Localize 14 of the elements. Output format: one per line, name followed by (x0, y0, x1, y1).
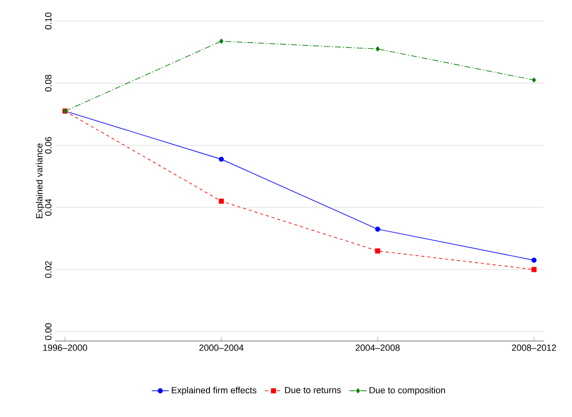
x-tick-label: 2000–2004 (199, 344, 244, 351)
x-tick-label: 1996–2000 (43, 344, 88, 351)
y-tick-label: 0.10 (45, 12, 52, 30)
legend-label: Explained firm effects (172, 386, 256, 396)
y-tick-label: 0.06 (45, 136, 52, 154)
legend-label: Due to composition (370, 386, 445, 396)
x-tick-label: 2008–2012 (512, 344, 556, 351)
x-tick-label: 2004–2008 (356, 344, 400, 351)
y-tick-label: 0.08 (45, 74, 52, 92)
y-tick-label: 0.00 (45, 323, 52, 340)
legend-label: Due to returns (285, 386, 341, 394)
y-tick-label: 0.04 (45, 198, 52, 216)
y-axis-title: Explained variance (36, 144, 44, 218)
y-tick-label: 0.02 (45, 261, 52, 278)
